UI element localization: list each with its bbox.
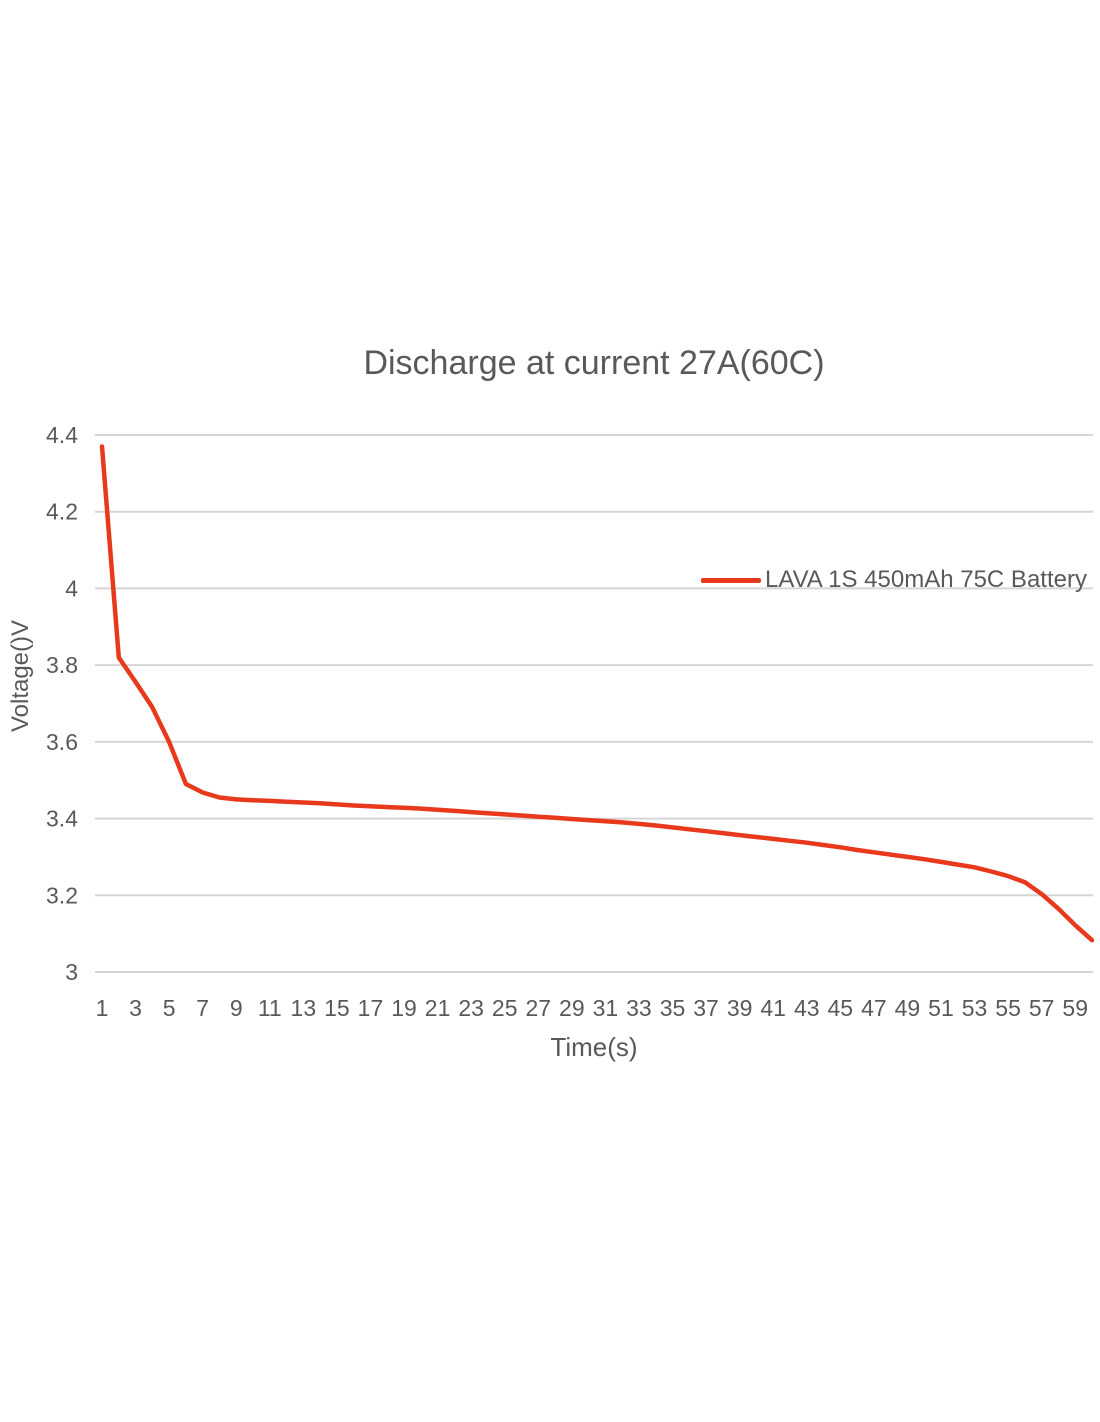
legend: LAVA 1S 450mAh 75C Battery xyxy=(701,566,1087,594)
x-tick-label: 15 xyxy=(324,995,350,1021)
x-tick-label: 37 xyxy=(693,995,719,1021)
x-tick-label: 19 xyxy=(391,995,417,1021)
x-tick-label: 51 xyxy=(928,995,954,1021)
x-tick-label: 41 xyxy=(760,995,786,1021)
x-tick-label: 47 xyxy=(861,995,887,1021)
x-tick-label: 25 xyxy=(492,995,518,1021)
y-tick-label: 3.4 xyxy=(46,806,78,832)
x-tick-label: 3 xyxy=(129,995,142,1021)
x-tick-label: 17 xyxy=(358,995,384,1021)
x-tick-label: 23 xyxy=(458,995,484,1021)
x-tick-label: 55 xyxy=(995,995,1021,1021)
x-tick-label: 11 xyxy=(258,995,282,1021)
x-tick-label: 39 xyxy=(727,995,753,1021)
y-tick-label: 3.2 xyxy=(46,882,78,908)
y-tick-label: 3.8 xyxy=(46,652,78,678)
x-tick-label: 45 xyxy=(828,995,854,1021)
x-tick-label: 9 xyxy=(230,995,243,1021)
x-tick-label: 31 xyxy=(593,995,619,1021)
y-tick-label: 3 xyxy=(65,959,78,985)
x-tick-label: 57 xyxy=(1029,995,1055,1021)
x-tick-label: 27 xyxy=(525,995,551,1021)
x-tick-label: 59 xyxy=(1062,995,1088,1021)
x-tick-label: 43 xyxy=(794,995,820,1021)
x-tick-label: 7 xyxy=(196,995,209,1021)
x-tick-label: 5 xyxy=(163,995,176,1021)
y-tick-label: 4 xyxy=(65,575,78,601)
chart-title: Discharge at current 27A(60C) xyxy=(363,344,825,382)
y-tick-label: 3.6 xyxy=(46,729,78,755)
x-tick-label: 33 xyxy=(626,995,652,1021)
x-tick-label: 13 xyxy=(291,995,317,1021)
x-tick-label: 53 xyxy=(962,995,988,1021)
x-tick-label: 29 xyxy=(559,995,585,1021)
y-axis-title: Voltage()V xyxy=(7,619,34,733)
x-tick-label: 35 xyxy=(660,995,686,1021)
legend-line-sample xyxy=(701,577,761,583)
x-tick-label: 21 xyxy=(425,995,451,1021)
x-tick-label: 49 xyxy=(895,995,921,1021)
x-axis-title: Time(s) xyxy=(550,1032,638,1062)
series-line xyxy=(99,444,1095,943)
legend-label: LAVA 1S 450mAh 75C Battery xyxy=(765,566,1087,593)
y-tick-label: 4.2 xyxy=(46,499,78,525)
y-tick-label: 4.4 xyxy=(46,422,78,448)
x-tick-label: 1 xyxy=(96,995,109,1021)
